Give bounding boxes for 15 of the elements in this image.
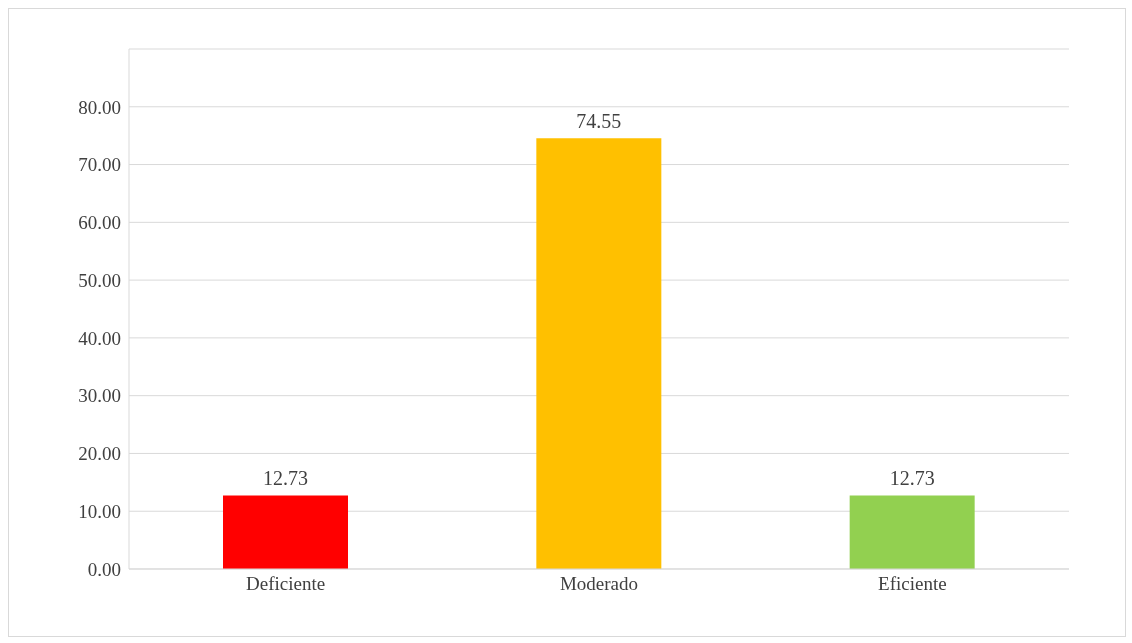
y-tick-label: 30.00 (78, 385, 121, 407)
x-tick-label: Eficiente (878, 573, 947, 595)
y-tick-label: 10.00 (78, 500, 121, 522)
y-tick-label: 40.00 (78, 327, 121, 349)
y-tick-label: 50.00 (78, 269, 121, 291)
x-tick-label: Moderado (559, 573, 639, 595)
data-label: 12.73 (263, 467, 308, 490)
y-tick-label: 20.00 (78, 443, 121, 465)
y-tick-label: 70.00 (78, 154, 121, 176)
x-tick-label: Deficiente (246, 573, 326, 595)
data-label: 74.55 (576, 110, 622, 133)
y-tick-label: 0.00 (87, 558, 121, 580)
y-tick-label: 80.00 (78, 96, 121, 118)
y-tick-label: 60.00 (78, 212, 121, 234)
data-label: 12.73 (889, 467, 935, 490)
